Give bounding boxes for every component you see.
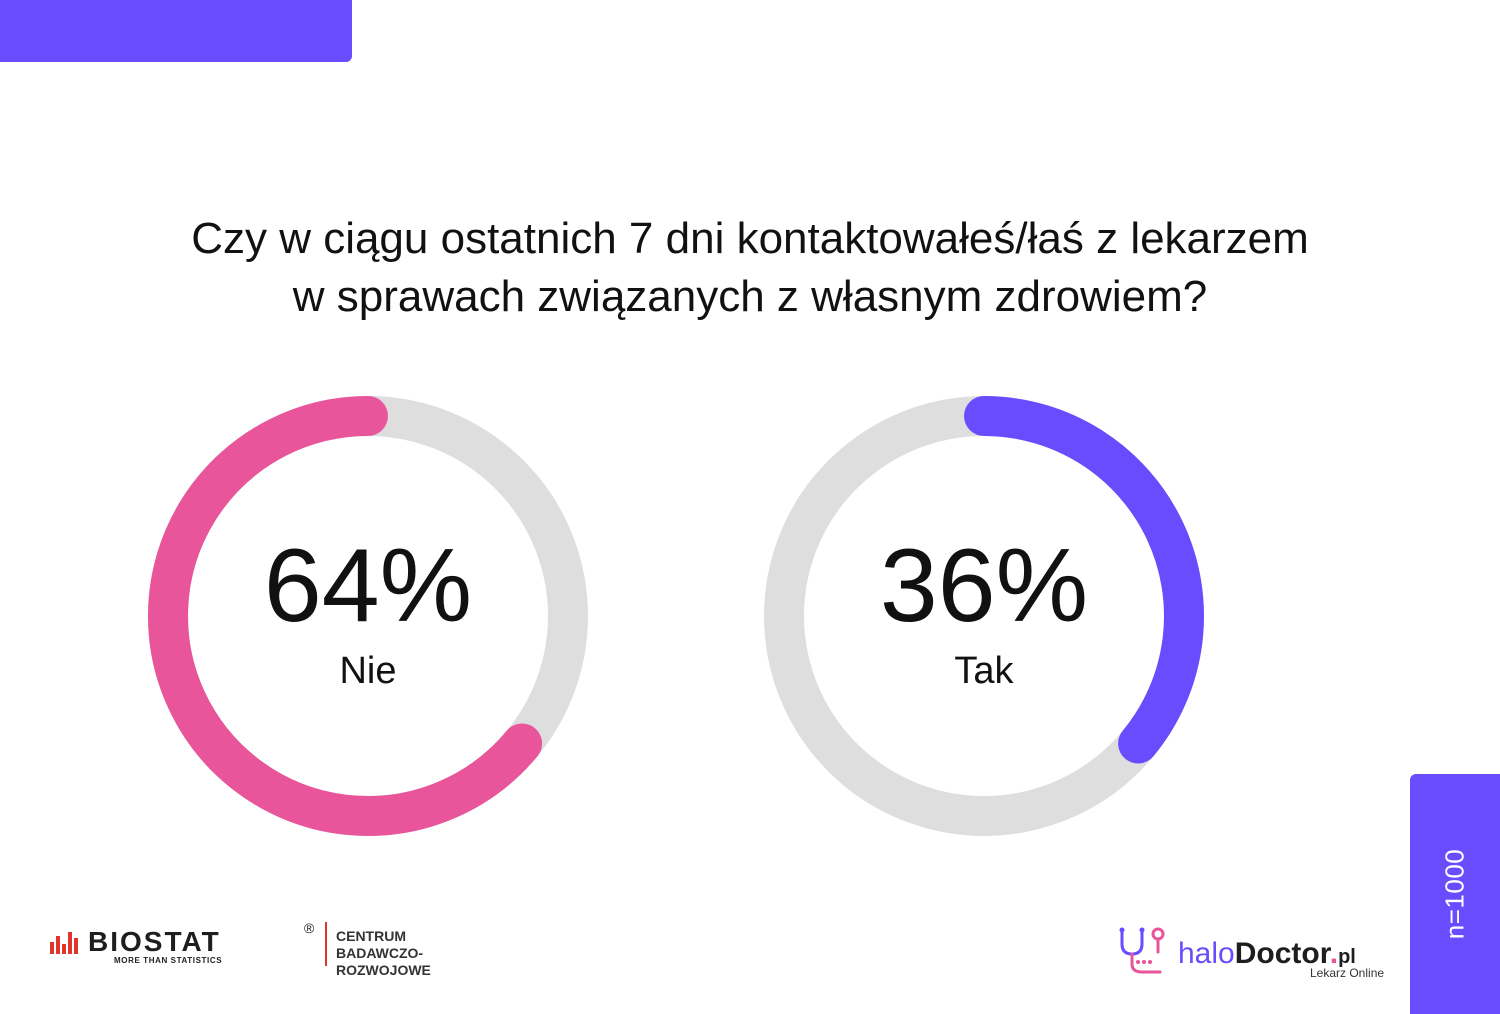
registered-mark: ® xyxy=(304,920,315,936)
sample-size-text: n=1000 xyxy=(1439,848,1470,940)
center-line-1: CENTRUM xyxy=(336,928,406,944)
halo-dot: . xyxy=(1329,937,1339,970)
donut-chart-nie: 64% Nie xyxy=(138,386,598,846)
center-line-2: BADAWCZO-ROZWOJOWE xyxy=(336,945,431,978)
biostat-logo: BIOSTAT ® MORE THAN STATISTICS CENTRUM B… xyxy=(50,920,490,978)
donut-chart-tak: 36% Tak xyxy=(754,386,1214,846)
bars-icon xyxy=(50,932,78,954)
question-title: Czy w ciągu ostatnich 7 dni kontaktowałe… xyxy=(100,210,1400,326)
halodoctor-logo: haloDoctor.pl Lekarz Online xyxy=(1114,924,1404,984)
sample-size-badge: n=1000 xyxy=(1410,774,1500,1014)
halo-suffix: pl xyxy=(1338,946,1356,968)
donut-value-tak: 36% xyxy=(879,528,1089,644)
biostat-wordmark: BIOSTAT xyxy=(88,926,221,957)
biostat-tagline: MORE THAN STATISTICS xyxy=(114,956,223,965)
donut-value-nie: 64% xyxy=(263,528,473,644)
biostat-center-name: CENTRUM BADAWCZO-ROZWOJOWE xyxy=(336,928,490,979)
donut-label-tak: Tak xyxy=(954,650,1014,692)
logo-divider xyxy=(325,922,327,966)
donut-slice-tak xyxy=(964,396,1204,764)
donut-svg xyxy=(148,396,588,836)
donut-label-nie: Nie xyxy=(339,650,397,692)
halo-prefix: halo xyxy=(1178,937,1235,970)
question-line-1: Czy w ciągu ostatnich 7 dni kontaktowałe… xyxy=(191,214,1309,263)
top-accent-bar xyxy=(0,0,352,62)
halo-main: Doctor xyxy=(1234,937,1330,970)
donut-svg xyxy=(764,396,1204,836)
donut-slice-nie xyxy=(148,396,543,836)
halodoctor-wordmark: haloDoctor.pl xyxy=(1178,936,1356,975)
stethoscope-icon xyxy=(1119,927,1165,974)
halodoctor-subtitle: Lekarz Online xyxy=(1310,966,1385,980)
question-line-2: w sprawach związanych z własnym zdrowiem… xyxy=(292,272,1208,321)
